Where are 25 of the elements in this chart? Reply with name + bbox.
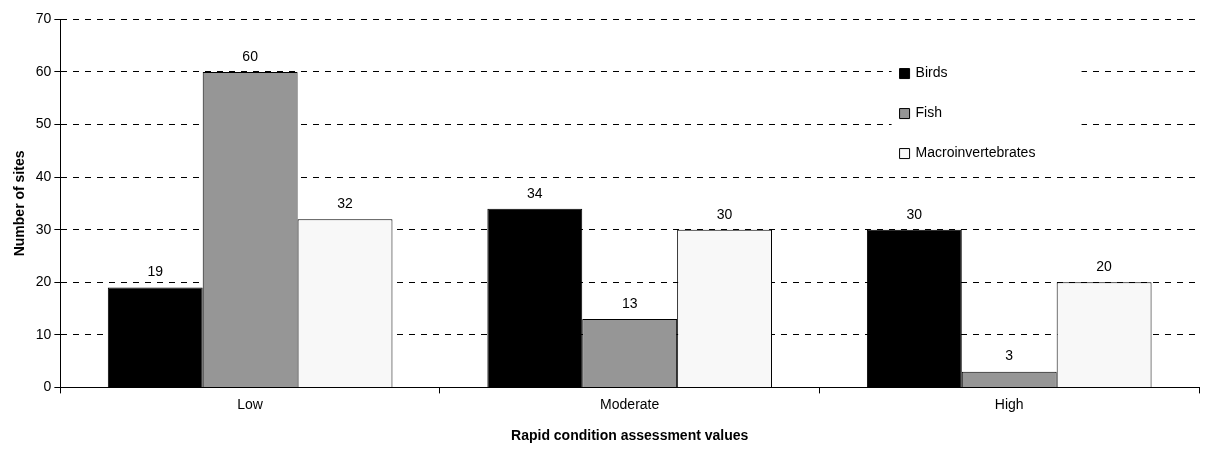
legend-label: Macroinvertebrates xyxy=(915,144,1036,161)
y-tick-label: 0 xyxy=(43,378,52,395)
data-label: 19 xyxy=(147,263,164,280)
y-axis-title: Number of sites xyxy=(11,150,28,257)
y-tick-label: 50 xyxy=(35,115,52,132)
data-label: 32 xyxy=(337,195,354,212)
x-tick-label: Low xyxy=(237,395,264,412)
legend-label: Birds xyxy=(915,64,948,81)
data-label: 30 xyxy=(716,205,733,222)
x-axis-title: Rapid condition assessment values xyxy=(511,427,749,444)
x-tick-label: Moderate xyxy=(600,395,660,412)
y-tick-label: 60 xyxy=(35,62,52,79)
data-label: 30 xyxy=(906,205,923,222)
y-tick-label: 10 xyxy=(35,325,52,342)
y-tick-label: 20 xyxy=(35,273,52,290)
data-label: 34 xyxy=(527,184,543,201)
data-label: 60 xyxy=(242,47,259,64)
legend-label: Fish xyxy=(915,104,943,121)
x-tick-label: High xyxy=(994,395,1024,412)
data-label: 3 xyxy=(1005,347,1014,364)
y-tick-label: 40 xyxy=(35,167,52,184)
y-tick-label: 30 xyxy=(35,220,52,237)
y-tick-label: 70 xyxy=(35,10,52,27)
data-label: 20 xyxy=(1096,258,1113,275)
data-label: 13 xyxy=(621,294,638,311)
